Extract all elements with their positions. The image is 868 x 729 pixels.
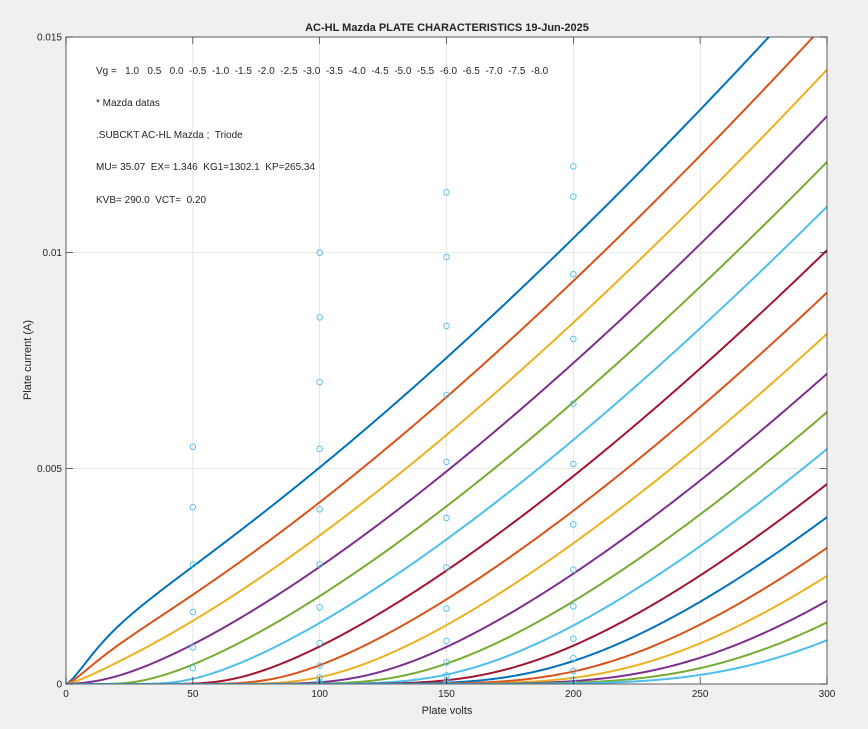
measured-point [316,249,323,256]
measured-point [570,521,577,528]
measured-point [316,378,323,386]
measured-point [189,503,197,511]
measured-point [443,458,450,466]
plate-curve-vg-0.5 [66,37,815,684]
kvb-annotation: KVB= 290.0 VCT= 0.20 [96,195,207,206]
measured-point [443,391,450,399]
measured-point [443,605,450,612]
measured-point [443,564,450,571]
measured-point [316,662,323,669]
plate-curve-vg--4.5 [66,448,827,684]
x-tick-label: 250 [692,689,709,700]
measured-point [316,639,323,647]
subckt-annotation: .SUBCKT AC-HL Mazda ; Triode [96,130,243,141]
x-tick-label: 0 [63,689,69,700]
measured-point [443,659,450,666]
measured-point [570,635,577,642]
x-tick-label: 150 [438,689,455,700]
measured-point [570,335,577,343]
measured-point [570,193,577,200]
y-tick-label: 0.01 [43,248,63,259]
measured-point [316,445,323,453]
measured-point [316,603,323,611]
y-axis-label: Plate current (A) [22,320,34,400]
x-tick-label: 100 [311,689,328,700]
ticks [65,36,828,685]
measured-point [570,163,577,170]
plate-curve-vg-0 [66,68,827,684]
measured-point [570,566,577,573]
chart-title: AC-HL Mazda PLATE CHARACTERISTICS 19-Jun… [305,22,589,34]
vg-annotation: Vg = 1.0 0.5 0.0 -0.5 -1.0 -1.5 -2.0 -2.… [96,66,549,77]
measured-point [443,189,450,196]
y-tick-label: 0.015 [37,33,62,44]
measured-point [443,322,450,330]
measured-point [189,644,197,651]
x-tick-label: 50 [187,689,199,700]
plate-curve-vg--3 [66,333,827,684]
plate-curve-vg--4 [66,411,827,684]
measured-point [189,664,197,672]
tick-labels: 0 50 100 150 200 250 300 0 0.005 0.01 0.015 [37,33,836,701]
params-annotation: MU= 35.07 EX= 1.346 KG1=1302.1 KP=265.34 [96,162,315,173]
measured-point [443,253,450,261]
plate-curve-vg--3.5 [66,372,827,684]
measured-point [570,270,577,278]
y-tick-label: 0.005 [37,464,62,475]
measured-point [443,637,450,645]
measured-point [316,561,323,568]
measured-points [189,163,577,684]
measured-point [316,314,323,321]
measured-point [570,460,577,468]
x-tick-label: 200 [565,689,582,700]
measured-point [189,443,197,451]
plate-curve-vg-1 [66,37,771,684]
x-axis-label: Plate volts [422,705,473,717]
y-tick-label: 0 [56,680,62,691]
source-annotation: * Mazda datas [96,98,160,109]
measured-point [443,514,450,522]
x-tick-label: 300 [819,689,836,700]
measured-point [316,506,323,513]
measured-point [570,603,577,610]
measured-point [189,561,197,568]
measured-point [189,608,197,616]
plate-curve-vg--1 [66,161,827,684]
measured-point [570,400,577,407]
measured-point [570,667,577,675]
plate-curve-vg--8 [66,639,827,684]
measured-point [570,654,577,662]
